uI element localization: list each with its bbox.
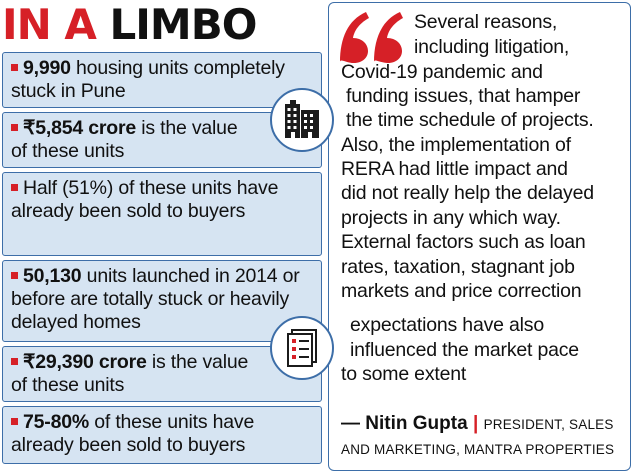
quote-line: the time schedule of projects. bbox=[346, 109, 594, 131]
bullet-marker bbox=[11, 184, 18, 191]
attribution-dash: — bbox=[341, 413, 360, 434]
facts-column: IN A LIMBO 9,990 housing units completel… bbox=[2, 0, 322, 464]
fact-text: is the value of these units bbox=[11, 117, 238, 162]
bullet-marker bbox=[11, 124, 18, 131]
quote-line: Several reasons, bbox=[414, 11, 558, 33]
quote-line: rates, taxation, stagnant job bbox=[341, 256, 575, 278]
buildings-icon bbox=[285, 100, 319, 138]
headline-part1: IN A bbox=[2, 0, 97, 49]
attribution-role: PRESIDENT, SALES AND MARKETING, MANTRA P… bbox=[341, 417, 615, 457]
fact-highlight: 50,130 bbox=[23, 265, 82, 287]
fact-text: Half (51%) of these units have already b… bbox=[11, 177, 279, 222]
quote-box bbox=[328, 2, 631, 471]
fact-box-2: ₹5,854 crore is the value of these units bbox=[2, 112, 322, 168]
headline: IN A LIMBO bbox=[2, 0, 258, 50]
fact-box-5: ₹29,390 crore is the value of these unit… bbox=[2, 346, 322, 402]
attribution-name: Nitin Gupta bbox=[365, 413, 468, 434]
quote-line: projects in any which way. bbox=[341, 207, 561, 229]
quote-line: External factors such as loan bbox=[341, 231, 586, 253]
fact-box-4: 50,130 units launched in 2014 or before … bbox=[2, 260, 322, 342]
quote-line: markets and price correction bbox=[341, 280, 582, 302]
quote-line: influenced the market pace bbox=[350, 339, 579, 361]
checklist-icon-circle bbox=[270, 316, 334, 380]
fact-text: housing units completely stuck in Pune bbox=[11, 57, 285, 102]
quote-mark-icon bbox=[340, 12, 403, 63]
fact-box-1: 9,990 housing units completely stuck in … bbox=[2, 52, 322, 108]
quote-attribution: — Nitin Gupta | PRESIDENT, SALES AND MAR… bbox=[341, 412, 631, 462]
quote-line: funding issues, that hamper bbox=[346, 85, 581, 107]
quote-line: RERA had little impact and bbox=[341, 158, 568, 180]
quote-line: Covid-19 pandemic and bbox=[341, 61, 543, 83]
quote-line: Also, the implementation of bbox=[341, 134, 571, 156]
fact-text: of these units have already been sold to… bbox=[11, 411, 255, 456]
fact-box-3: Half (51%) of these units have already b… bbox=[2, 172, 322, 256]
quote-line: expectations have also bbox=[350, 314, 544, 336]
fact-text: units launched in 2014 or before are tot… bbox=[11, 265, 300, 333]
fact-box-6: 75-80% of these units have already been … bbox=[2, 406, 322, 464]
fact-text: is the value of these units bbox=[11, 351, 249, 396]
quote-line: did not really help the delayed bbox=[341, 182, 594, 204]
checklist-document-icon bbox=[287, 329, 317, 367]
bullet-marker bbox=[11, 272, 18, 279]
quote-line: including litigation, bbox=[414, 36, 570, 58]
fact-highlight: 9,990 bbox=[23, 57, 71, 79]
fact-highlight: ₹5,854 crore bbox=[23, 117, 137, 139]
fact-highlight: ₹29,390 crore bbox=[23, 351, 147, 373]
bullet-marker bbox=[11, 64, 18, 71]
headline-part2: LIMBO bbox=[109, 0, 258, 49]
quote-line: to some extent bbox=[341, 363, 467, 385]
attribution-separator: | bbox=[472, 413, 479, 434]
bullet-marker bbox=[11, 418, 18, 425]
buildings-icon-circle bbox=[270, 88, 334, 152]
fact-highlight: 75-80% bbox=[23, 411, 90, 433]
bullet-marker bbox=[11, 358, 18, 365]
